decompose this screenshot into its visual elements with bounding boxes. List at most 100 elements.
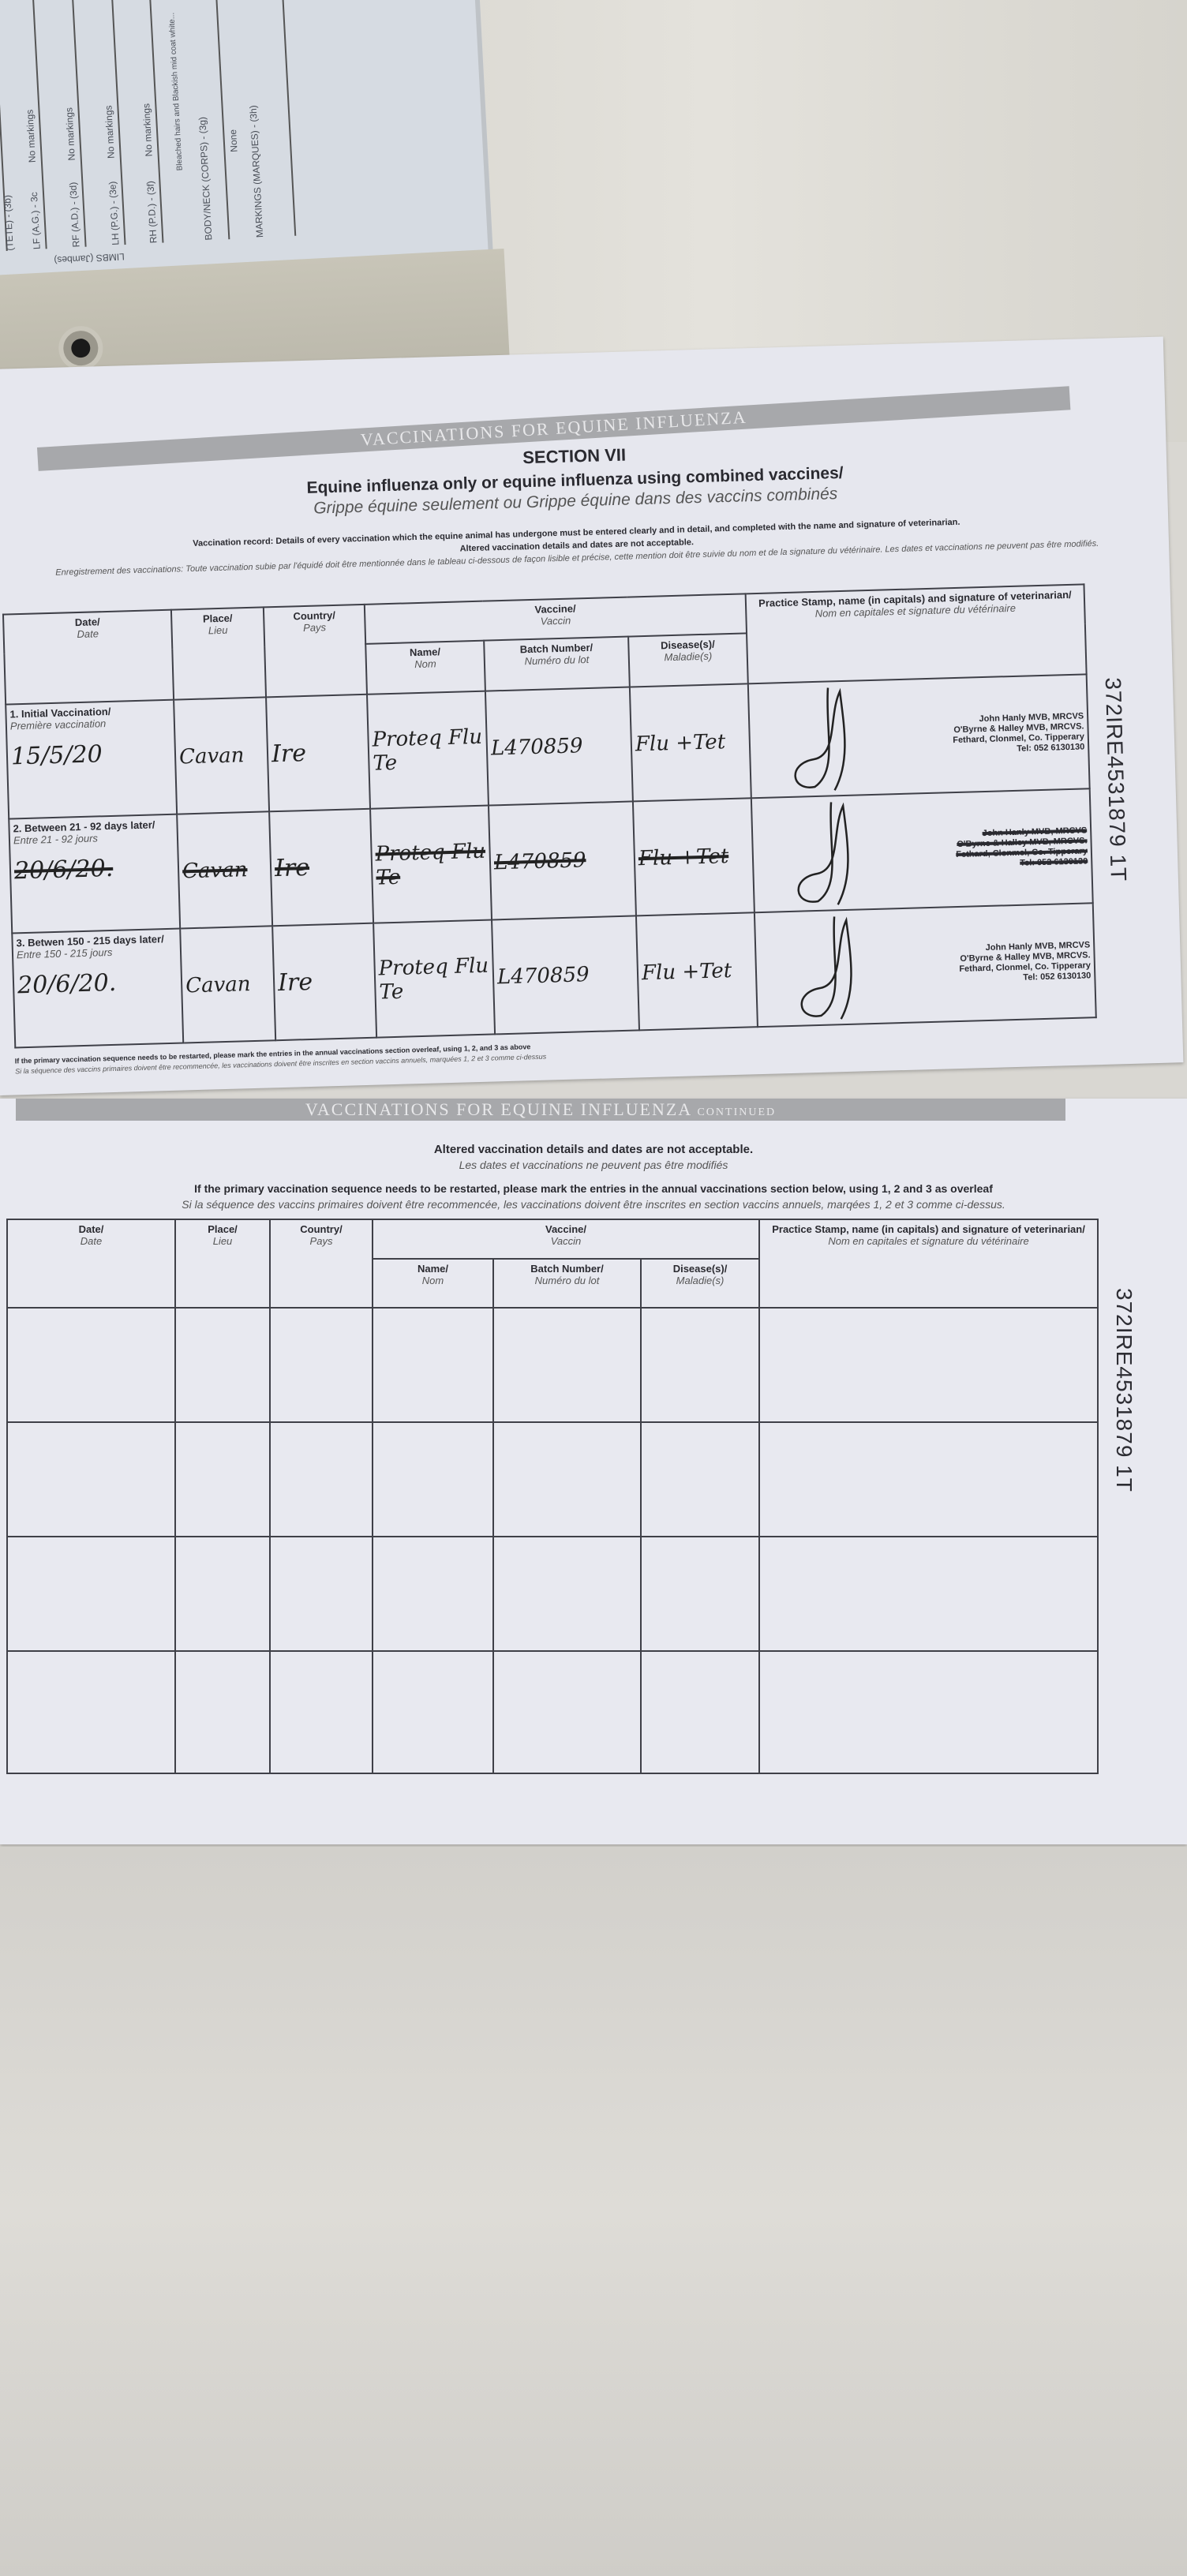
- batch-number: L470859: [496, 962, 590, 989]
- practice-stamp: John Hanly MVB, MRCVS O'Byrne & Halley M…: [898, 826, 1088, 872]
- empty-cell[interactable]: [492, 1536, 642, 1652]
- row-label-fr: Première vaccination: [9, 717, 107, 732]
- empty-cell[interactable]: [174, 1307, 271, 1423]
- header-country-fr: Pays: [302, 621, 327, 635]
- empty-cell[interactable]: [639, 1421, 761, 1537]
- header-name: Name/: [409, 646, 441, 659]
- table-surface: [0, 1847, 1187, 2576]
- vaccine-name: Proteq Flu Te: [378, 953, 489, 1005]
- vaccine-name: Proteq Flu Te: [375, 839, 486, 890]
- empty-vaccination-row: [6, 1650, 1099, 1774]
- empty-cell[interactable]: [372, 1536, 494, 1652]
- empty-cell[interactable]: [269, 1536, 373, 1652]
- empty-cell[interactable]: [174, 1536, 271, 1652]
- empty-cell[interactable]: [174, 1650, 271, 1774]
- empty-cell[interactable]: [758, 1650, 1099, 1774]
- vaccination-country: Ire: [274, 853, 310, 883]
- empty-cell[interactable]: [758, 1307, 1099, 1423]
- continued-band-title: VACCINATIONS FOR EQUINE INFLUENZA CONTIN…: [16, 1099, 1065, 1121]
- header-date-fr: Date: [77, 627, 99, 641]
- empty-cell[interactable]: [758, 1536, 1099, 1652]
- signature-icon: [794, 687, 846, 791]
- empty-cell[interactable]: [372, 1421, 494, 1537]
- header-stamp-fr: Nom en capitales et signature du vétérin…: [828, 1235, 1029, 1247]
- card-row-label: RF (A.D.) - (3d): [67, 182, 82, 248]
- header-stamp: Practice Stamp, name (in capitals) and s…: [772, 1223, 1085, 1235]
- header-batch-fr: Numéro du lot: [534, 1275, 600, 1286]
- vaccination-row: 1. Initial Vaccination/Première vaccinat…: [6, 674, 1090, 819]
- restart-note: If the primary vaccination sequence need…: [194, 1182, 993, 1195]
- card-row-value: None: [227, 129, 240, 153]
- empty-cell[interactable]: [6, 1650, 176, 1774]
- empty-cell[interactable]: [492, 1650, 642, 1774]
- header-disease-fr: Maladie(s): [664, 650, 713, 664]
- header-place-fr: Lieu: [212, 1235, 233, 1247]
- card-row-value: No markings: [140, 103, 155, 157]
- header-place: Place/: [208, 1223, 238, 1235]
- empty-cell[interactable]: [492, 1421, 642, 1537]
- empty-cell[interactable]: [758, 1421, 1099, 1537]
- vaccination-country: Ire: [271, 739, 307, 769]
- altered-note-fr: Les dates et vaccinations ne peuvent pas…: [459, 1159, 728, 1171]
- altered-note: Altered vaccination details and dates ar…: [433, 1143, 754, 1156]
- practice-stamp: John Hanly MVB, MRCVS O'Byrne & Halley M…: [901, 940, 1091, 987]
- empty-cell[interactable]: [6, 1536, 176, 1652]
- row-label-fr: Entre 150 - 215 jours: [16, 945, 113, 961]
- disease: Flu +Tet: [641, 958, 732, 985]
- empty-cell[interactable]: [372, 1650, 494, 1774]
- passport-id-number: 372IRE4531879 1T: [1100, 676, 1131, 882]
- empty-cell[interactable]: [174, 1421, 271, 1537]
- markings-sheet: (TETE) - (3b) LF (A.G.) - 3c No markings…: [0, 0, 494, 284]
- vaccination-place: Cavan: [178, 743, 245, 769]
- header-disease-fr: Maladie(s): [676, 1275, 725, 1286]
- header-vaccine-fr: Vaccin: [540, 614, 571, 627]
- empty-cell[interactable]: [6, 1307, 176, 1423]
- header-place-fr: Lieu: [208, 623, 228, 637]
- signature-icon: [800, 916, 852, 1020]
- disease: Flu +Tet: [635, 729, 726, 756]
- passport-id-number: 372IRE4531879 1T: [1112, 1288, 1136, 1492]
- empty-vaccination-row: [6, 1536, 1099, 1652]
- vaccination-country: Ire: [277, 968, 313, 998]
- card-row-label: RH (P.D.) - (3f): [144, 180, 159, 244]
- empty-cell[interactable]: [492, 1307, 642, 1423]
- band-title-text: VACCINATIONS FOR EQUINE INFLUENZA: [305, 1099, 691, 1119]
- header-vaccine: Vaccine/: [545, 1223, 587, 1235]
- card-row-value: No markings: [63, 107, 77, 161]
- empty-cell[interactable]: [269, 1307, 373, 1423]
- card-row-label: MARKINGS (MARQUES) - (3h): [247, 104, 266, 238]
- header-batch: Batch Number/: [530, 1263, 604, 1275]
- batch-number: L470859: [493, 848, 586, 874]
- batch-number: L470859: [490, 733, 583, 760]
- header-vaccine-fr: Vaccin: [550, 1235, 582, 1247]
- vaccination-row: 3. Betwen 150 - 215 days later/Entre 150…: [12, 903, 1096, 1048]
- practice-stamp: John Hanly MVB, MRCVS O'Byrne & Halley M…: [895, 711, 1084, 758]
- vaccination-place: Cavan: [182, 857, 248, 883]
- card-row-value: No markings: [24, 109, 38, 163]
- empty-cell[interactable]: [269, 1421, 373, 1537]
- empty-cell[interactable]: [6, 1421, 176, 1537]
- empty-cell[interactable]: [372, 1307, 494, 1423]
- vaccination-date: 20/6/20.: [17, 968, 117, 1000]
- vaccination-date: 20/6/20.: [13, 854, 114, 886]
- card-row-label: BODY/NECK (CORPS) - (3g): [197, 116, 215, 241]
- card-row-label: LF (A.G.) - 3c: [28, 191, 43, 250]
- empty-vaccination-row: [6, 1307, 1099, 1423]
- empty-cell[interactable]: [639, 1536, 761, 1652]
- header-batch-fr: Numéro du lot: [524, 653, 590, 668]
- vaccination-date: 15/5/20: [10, 740, 103, 771]
- signature-icon: [797, 802, 849, 905]
- empty-cell[interactable]: [269, 1650, 373, 1774]
- empty-cell[interactable]: [639, 1307, 761, 1423]
- vaccination-page-continued: VACCINATIONS FOR EQUINE INFLUENZA CONTIN…: [0, 1099, 1187, 1844]
- header-disease: Disease(s)/: [672, 1263, 728, 1275]
- vaccination-page-section-vii: VACCINATIONS FOR EQUINE INFLUENZA SECTIO…: [0, 336, 1184, 1096]
- vaccination-row: 2. Between 21 - 92 days later/Entre 21 -…: [9, 788, 1093, 934]
- header-date: Date/: [74, 616, 100, 629]
- card-row-value: No markings: [103, 105, 117, 159]
- empty-cell[interactable]: [639, 1650, 761, 1774]
- limbs-label: LIMBS (Jambes): [54, 251, 125, 266]
- card-row-label: (TETE) - (3b): [2, 194, 16, 252]
- vaccination-table: Date/Date Place/Lieu Country/Pays Vaccin…: [2, 583, 1097, 1048]
- header-date: Date/: [78, 1223, 104, 1235]
